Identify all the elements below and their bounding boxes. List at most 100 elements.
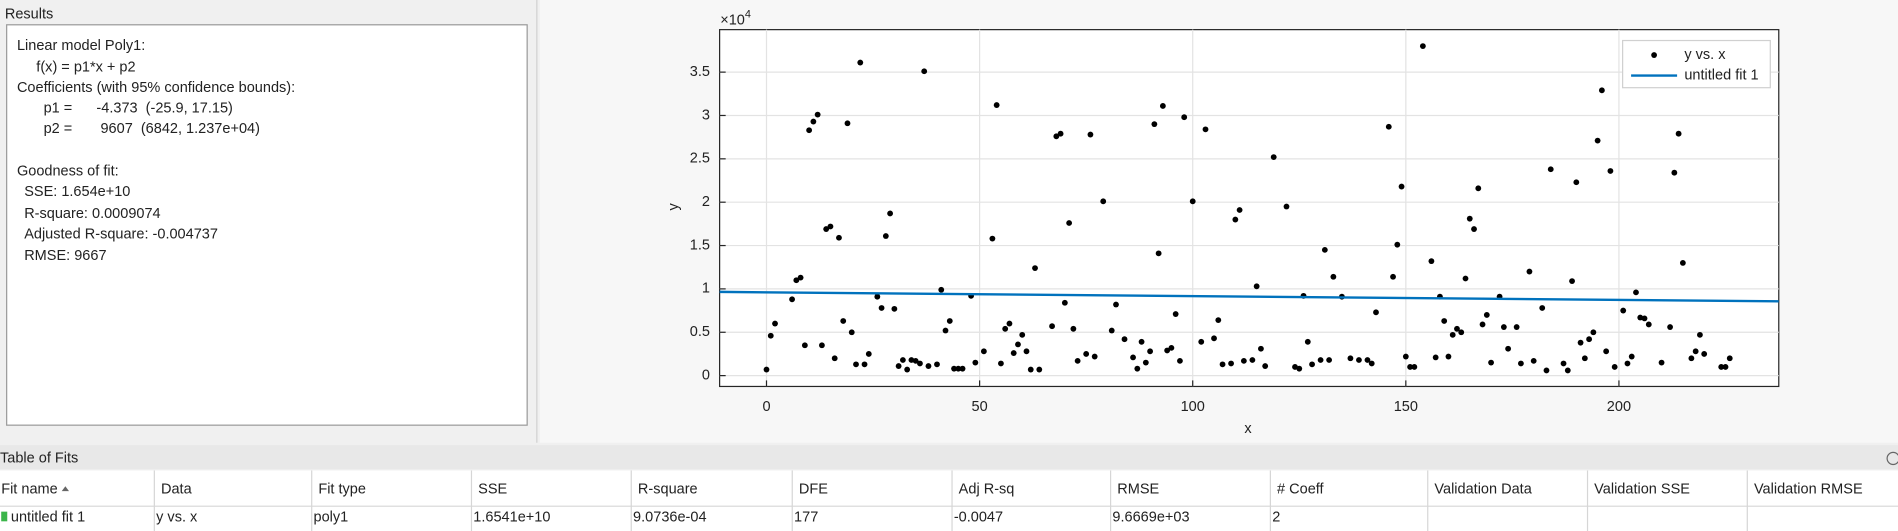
result-line: p2 = 9607 (6842, 1.237e+04)	[44, 121, 260, 137]
x-tick-label: 150	[1394, 399, 1418, 415]
result-line: RMSE: 9667	[24, 248, 106, 264]
data-point	[882, 233, 889, 239]
result-line: R-square: 0.0009074	[24, 206, 160, 222]
data-point	[1142, 359, 1149, 366]
result-line: p1 = -4.373 (-25.9, 17.15)	[44, 101, 233, 117]
data-point	[1692, 348, 1699, 355]
column-header[interactable]: # Coeff	[1277, 482, 1325, 498]
data-point	[1488, 359, 1494, 366]
y-multiplier: ×104	[720, 8, 751, 28]
data-point	[767, 332, 774, 339]
data-point	[1505, 345, 1512, 352]
column-header[interactable]: SSE	[478, 482, 507, 498]
data-point	[1130, 354, 1136, 361]
y-tick-label: 3	[702, 107, 710, 123]
data-point	[959, 365, 966, 372]
data-point	[840, 318, 847, 324]
legend-swatch	[1651, 52, 1657, 58]
data-point	[1049, 323, 1055, 330]
table-cell: untitled fit 1	[11, 510, 85, 526]
data-point	[899, 357, 906, 363]
data-point	[1722, 364, 1729, 370]
data-point	[1483, 312, 1490, 318]
axes	[719, 29, 1780, 388]
table-cell: 1.6541e+10	[473, 510, 550, 526]
column-header[interactable]: RMSE	[1117, 482, 1159, 498]
column-header[interactable]: Adj R-sq	[959, 482, 1015, 498]
column-header[interactable]: Fit type	[318, 482, 366, 498]
data-point	[1113, 301, 1119, 308]
y-multiplier-exponent: 4	[745, 8, 751, 20]
data-point	[1577, 339, 1584, 346]
data-point	[1398, 183, 1405, 190]
data-point	[912, 357, 919, 364]
data-point	[874, 293, 881, 300]
data-point	[865, 351, 872, 357]
data-point	[1019, 331, 1026, 338]
table-cell: y vs. x	[156, 510, 198, 526]
column-header[interactable]: Validation Data	[1434, 482, 1532, 498]
data-point	[827, 223, 834, 230]
column-header[interactable]: R-square	[638, 482, 698, 498]
data-point	[1458, 329, 1465, 336]
column-header[interactable]: Data	[161, 482, 193, 498]
data-point	[1513, 324, 1520, 330]
data-point	[1428, 258, 1435, 265]
data-point	[1159, 103, 1166, 109]
data-point	[857, 59, 864, 66]
data-point	[972, 359, 979, 366]
data-point	[814, 111, 821, 118]
legend-label: untitled fit 1	[1684, 67, 1758, 83]
data-point	[1164, 347, 1171, 354]
data-point	[1326, 357, 1333, 363]
data-point	[878, 305, 885, 311]
table-title: Table of Fits	[0, 450, 78, 466]
data-point	[895, 363, 902, 369]
data-point	[951, 365, 957, 372]
data-point	[1611, 364, 1618, 370]
column-header[interactable]: Validation RMSE	[1754, 482, 1863, 498]
data-point	[1262, 363, 1269, 369]
data-point	[1560, 360, 1567, 367]
data-point	[917, 360, 923, 367]
data-point	[1057, 130, 1064, 137]
collapse-button[interactable]	[1886, 451, 1898, 466]
data-point	[1155, 250, 1162, 257]
data-point	[1147, 348, 1154, 355]
data-point	[1620, 307, 1627, 314]
data-point	[1466, 215, 1473, 222]
results-box	[6, 24, 528, 426]
data-point	[1564, 367, 1571, 374]
table-cell: poly1	[314, 510, 349, 526]
data-point	[1296, 365, 1303, 372]
data-point	[1172, 311, 1179, 317]
column-header[interactable]: Fit name	[1, 482, 57, 498]
data-point	[1074, 357, 1081, 364]
data-point	[1581, 355, 1588, 362]
data-point	[1402, 353, 1409, 360]
data-point	[1586, 336, 1593, 343]
data-point	[1258, 345, 1264, 352]
data-point	[797, 274, 804, 281]
sort-arrow[interactable]	[61, 486, 69, 492]
data-point	[1718, 364, 1725, 370]
data-point	[1232, 216, 1239, 223]
data-point	[1471, 226, 1477, 232]
data-point	[1181, 114, 1188, 121]
data-point	[904, 366, 911, 373]
data-point	[1100, 198, 1107, 205]
y-tick-label: 2	[702, 194, 710, 210]
data-point	[1633, 289, 1639, 296]
column-header[interactable]: DFE	[799, 482, 828, 498]
data-point	[853, 361, 859, 368]
data-point	[1441, 318, 1448, 324]
data-point	[1027, 366, 1034, 373]
data-point	[1108, 327, 1115, 334]
data-point	[1002, 325, 1009, 332]
fit-icon	[1, 511, 8, 522]
data-point	[1432, 354, 1439, 361]
data-point	[921, 68, 928, 75]
data-point	[1543, 367, 1550, 374]
column-header[interactable]: Validation SSE	[1594, 482, 1690, 498]
